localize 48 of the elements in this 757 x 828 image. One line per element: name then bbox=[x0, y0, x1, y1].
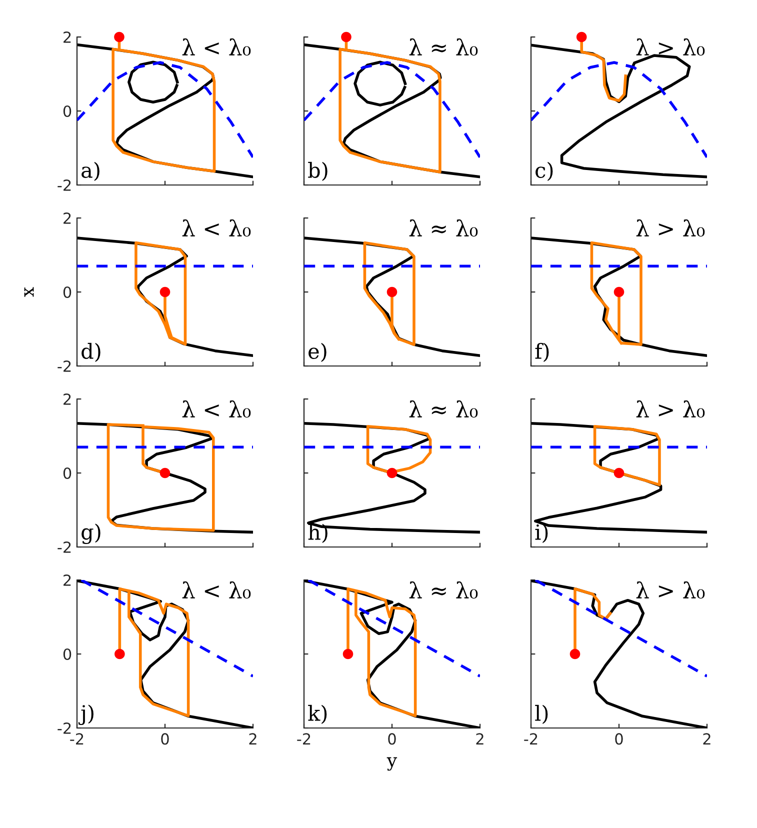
x-tick-label: -2 bbox=[524, 733, 538, 744]
y-axis-title: x bbox=[24, 287, 34, 297]
line-series bbox=[134, 241, 187, 346]
annotation: λ > λ₀ bbox=[636, 400, 705, 418]
x-tick-label: 0 bbox=[615, 733, 623, 745]
x-tick-label: 2 bbox=[476, 733, 484, 744]
annotation: λ ≈ λ₀ bbox=[409, 38, 478, 56]
y-tick-label: -2 bbox=[58, 541, 71, 553]
annotation: d) bbox=[82, 342, 100, 362]
x-tick-label: 2 bbox=[703, 733, 710, 744]
annotation: λ < λ₀ bbox=[182, 400, 251, 418]
annotation: λ < λ₀ bbox=[182, 38, 251, 56]
annotation: λ > λ₀ bbox=[636, 38, 705, 56]
annotation: λ ≈ λ₀ bbox=[409, 400, 478, 418]
y-tick-label: -2 bbox=[58, 722, 71, 734]
y-tick-label: 2 bbox=[64, 574, 71, 586]
annotation: λ < λ₀ bbox=[182, 219, 251, 237]
y-tick-label: 0 bbox=[63, 105, 72, 118]
y-tick-label: 0 bbox=[63, 648, 72, 660]
annotation: c) bbox=[536, 162, 553, 181]
y-tick-label: 2 bbox=[64, 31, 71, 43]
y-tick-label: 0 bbox=[63, 286, 72, 298]
x-axis-title: y bbox=[386, 757, 398, 771]
annotation: a) bbox=[82, 162, 100, 181]
x-tick-label: 0 bbox=[388, 733, 396, 745]
x-tick-label: -2 bbox=[297, 733, 310, 744]
annotation: λ ≈ λ₀ bbox=[409, 581, 478, 599]
annotation: λ > λ₀ bbox=[636, 581, 705, 599]
y-tick-label: -2 bbox=[58, 360, 71, 372]
line-series bbox=[77, 61, 253, 159]
annotation: e) bbox=[308, 342, 326, 362]
annotation: f) bbox=[535, 342, 549, 362]
line-series bbox=[106, 423, 215, 532]
y-tick-label: -2 bbox=[58, 179, 71, 191]
annotation: j) bbox=[78, 704, 94, 726]
x-tick-label: 2 bbox=[249, 733, 256, 744]
annotation: λ < λ₀ bbox=[182, 581, 251, 599]
x-tick-label: 0 bbox=[161, 733, 169, 745]
y-tick-label: 0 bbox=[63, 467, 72, 480]
annotation: k) bbox=[308, 704, 327, 724]
annotation: l) bbox=[535, 704, 548, 724]
annotation: i) bbox=[535, 524, 548, 543]
annotation: λ ≈ λ₀ bbox=[409, 219, 478, 237]
annotation: λ > λ₀ bbox=[636, 219, 705, 237]
y-tick-label: 2 bbox=[64, 212, 71, 224]
annotation: g) bbox=[82, 524, 100, 544]
y-tick-label: 2 bbox=[64, 393, 71, 405]
annotation: b) bbox=[308, 162, 328, 181]
